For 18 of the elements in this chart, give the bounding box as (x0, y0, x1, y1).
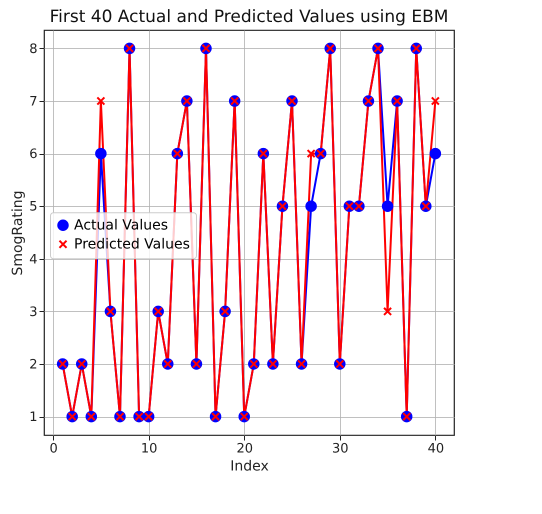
y-tick-label: 7 (29, 94, 38, 110)
y-tick-label: 1 (29, 410, 38, 426)
y-tick-label: 6 (29, 147, 38, 162)
y-axis-title: SmogRating (10, 190, 26, 276)
x-tick-label: 10 (140, 442, 158, 456)
y-tick-label: 2 (29, 357, 38, 372)
y-tick-label: 5 (29, 200, 38, 215)
x-axis-title: Index (230, 458, 269, 474)
y-tick-label: 4 (29, 252, 38, 268)
x-tick-label: 30 (332, 442, 349, 456)
y-tick-label: 8 (29, 42, 38, 57)
x-tick-label: 40 (428, 442, 444, 456)
legend-label: Actual Values (74, 217, 168, 234)
x-tick-label: 0 (49, 442, 58, 456)
chart-title: First 40 Actual and Predicted Values using EBM (50, 7, 448, 27)
y-tick-label: 3 (29, 304, 38, 320)
x-tick-label: 20 (236, 442, 253, 456)
legend-label: Predicted Values (74, 236, 190, 252)
